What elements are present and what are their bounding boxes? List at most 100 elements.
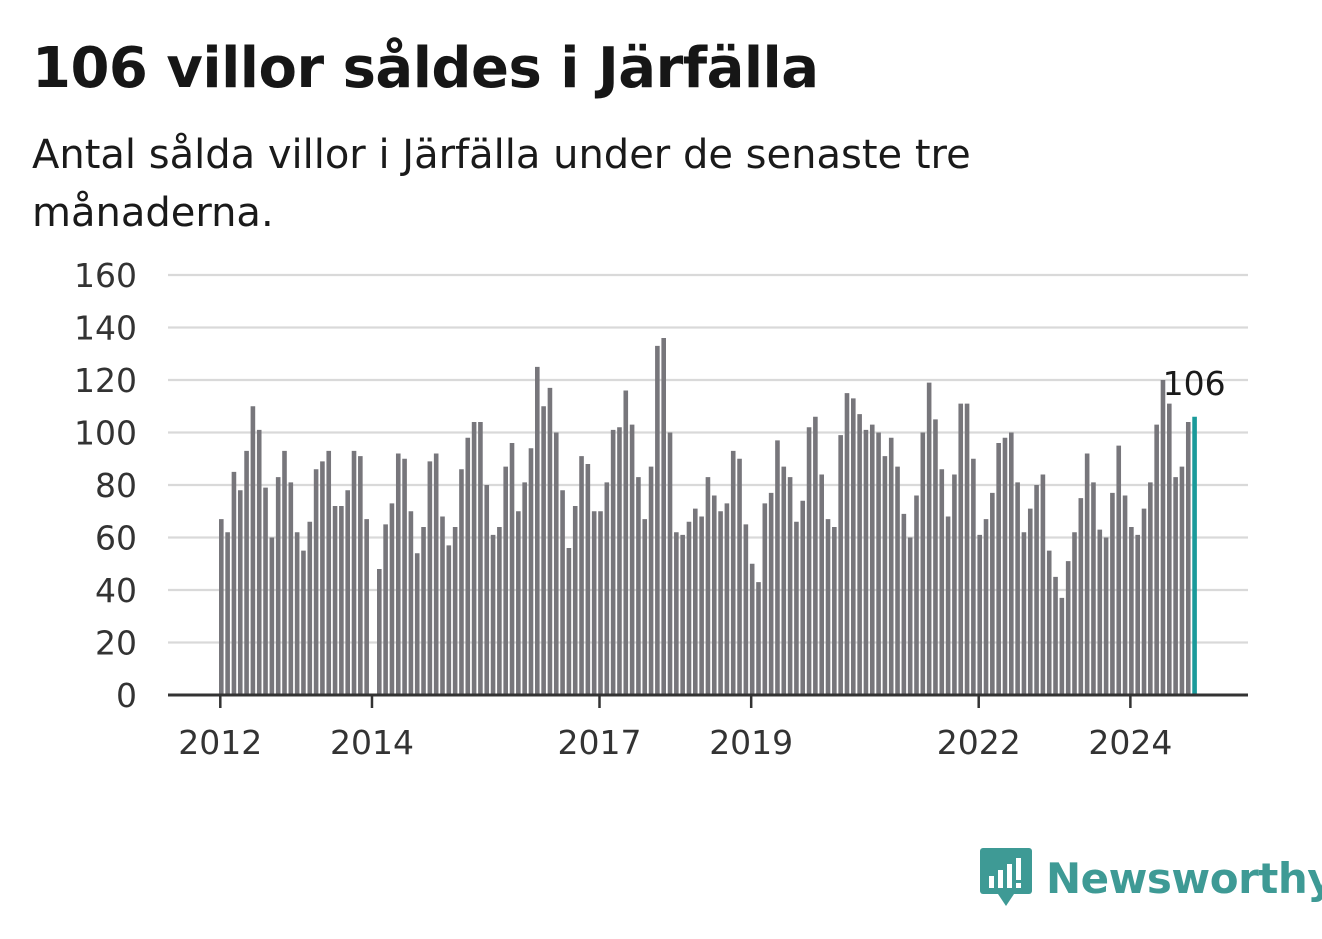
x-tick-label: 2022 xyxy=(937,723,1021,762)
bar xyxy=(1135,534,1140,695)
bar xyxy=(1053,576,1058,695)
bar xyxy=(888,437,894,695)
bar xyxy=(882,456,888,695)
x-tick-label: 2019 xyxy=(709,723,793,762)
bar xyxy=(516,511,521,695)
bar xyxy=(459,469,464,695)
bar xyxy=(674,532,679,695)
bar xyxy=(509,443,515,695)
bar xyxy=(661,338,666,695)
bar xyxy=(332,506,338,695)
bar xyxy=(869,424,875,695)
bar xyxy=(718,511,723,695)
bar xyxy=(1084,453,1090,695)
bar xyxy=(345,490,350,695)
bar xyxy=(522,482,527,695)
bar xyxy=(825,519,831,695)
bar xyxy=(572,506,578,695)
bar xyxy=(339,506,344,695)
bar xyxy=(699,516,704,695)
bar xyxy=(996,443,1001,695)
y-tick-label: 60 xyxy=(95,519,137,558)
bar xyxy=(895,466,900,695)
bar xyxy=(787,477,793,695)
x-tick-label: 2014 xyxy=(330,723,414,762)
bar xyxy=(907,537,913,695)
x-axis xyxy=(168,693,1248,708)
chart-subtitle: Antal sålda villor i Järfälla under de s… xyxy=(32,132,971,236)
y-tick-label: 120 xyxy=(74,361,137,400)
bar xyxy=(863,429,869,695)
bar xyxy=(244,450,249,695)
bar xyxy=(1097,529,1103,695)
bar xyxy=(1034,485,1039,695)
bar xyxy=(1072,532,1077,695)
bar xyxy=(1059,597,1065,695)
bar xyxy=(958,403,964,695)
bar xyxy=(1141,508,1147,695)
bar xyxy=(256,429,262,695)
bar xyxy=(478,422,483,695)
bar xyxy=(1002,437,1008,695)
bar xyxy=(294,532,300,695)
bar xyxy=(1103,537,1109,695)
bar xyxy=(351,450,357,695)
bar xyxy=(945,516,951,695)
bar xyxy=(440,516,445,695)
bar xyxy=(851,398,856,695)
bar xyxy=(471,422,477,695)
bar xyxy=(275,477,281,695)
bar xyxy=(1129,527,1134,695)
bar xyxy=(737,458,742,695)
bar xyxy=(465,437,471,695)
bar xyxy=(490,534,496,695)
y-tick-label: 0 xyxy=(116,676,137,715)
bar xyxy=(1040,474,1046,695)
bar xyxy=(541,406,546,695)
bar xyxy=(623,390,629,695)
y-tick-label: 40 xyxy=(95,571,137,610)
bar xyxy=(749,563,755,695)
bar xyxy=(705,477,711,695)
bar xyxy=(743,524,749,695)
bar xyxy=(503,466,508,695)
bar xyxy=(427,461,433,695)
newsworthy-logo: Newsworthy xyxy=(980,848,1322,908)
y-tick-label: 20 xyxy=(95,624,137,663)
x-tick-label: 2024 xyxy=(1088,723,1172,762)
annotations: 106 xyxy=(1163,364,1226,403)
bar xyxy=(231,471,237,695)
bar xyxy=(610,429,616,695)
bar xyxy=(983,519,989,695)
bar xyxy=(579,456,584,695)
bar xyxy=(876,432,881,695)
bar xyxy=(1046,550,1052,695)
y-tick-label: 100 xyxy=(74,414,137,453)
bar xyxy=(1110,492,1115,695)
bar xyxy=(282,450,287,695)
bar xyxy=(591,511,597,695)
bar xyxy=(800,500,806,695)
bar-highlight xyxy=(1192,416,1197,695)
bar xyxy=(1027,508,1033,695)
bar xyxy=(781,466,787,695)
bar xyxy=(914,495,919,695)
bar xyxy=(667,432,673,695)
logo-text: Newsworthy xyxy=(1046,853,1322,903)
y-tick-label: 140 xyxy=(74,309,137,348)
bar xyxy=(642,519,648,695)
bar xyxy=(553,432,559,695)
bar xyxy=(566,548,572,695)
bar xyxy=(1021,532,1027,695)
bar xyxy=(813,416,818,695)
bar xyxy=(952,474,957,695)
bar xyxy=(560,490,565,695)
bar xyxy=(389,503,395,695)
bar xyxy=(655,345,660,695)
bar xyxy=(484,485,490,695)
bar xyxy=(307,521,313,695)
bar xyxy=(433,453,439,695)
bar xyxy=(794,521,799,695)
x-axis-tick-labels: 2012 2014 2017 2019 2022 2024 xyxy=(178,723,1172,762)
bar xyxy=(933,419,938,695)
